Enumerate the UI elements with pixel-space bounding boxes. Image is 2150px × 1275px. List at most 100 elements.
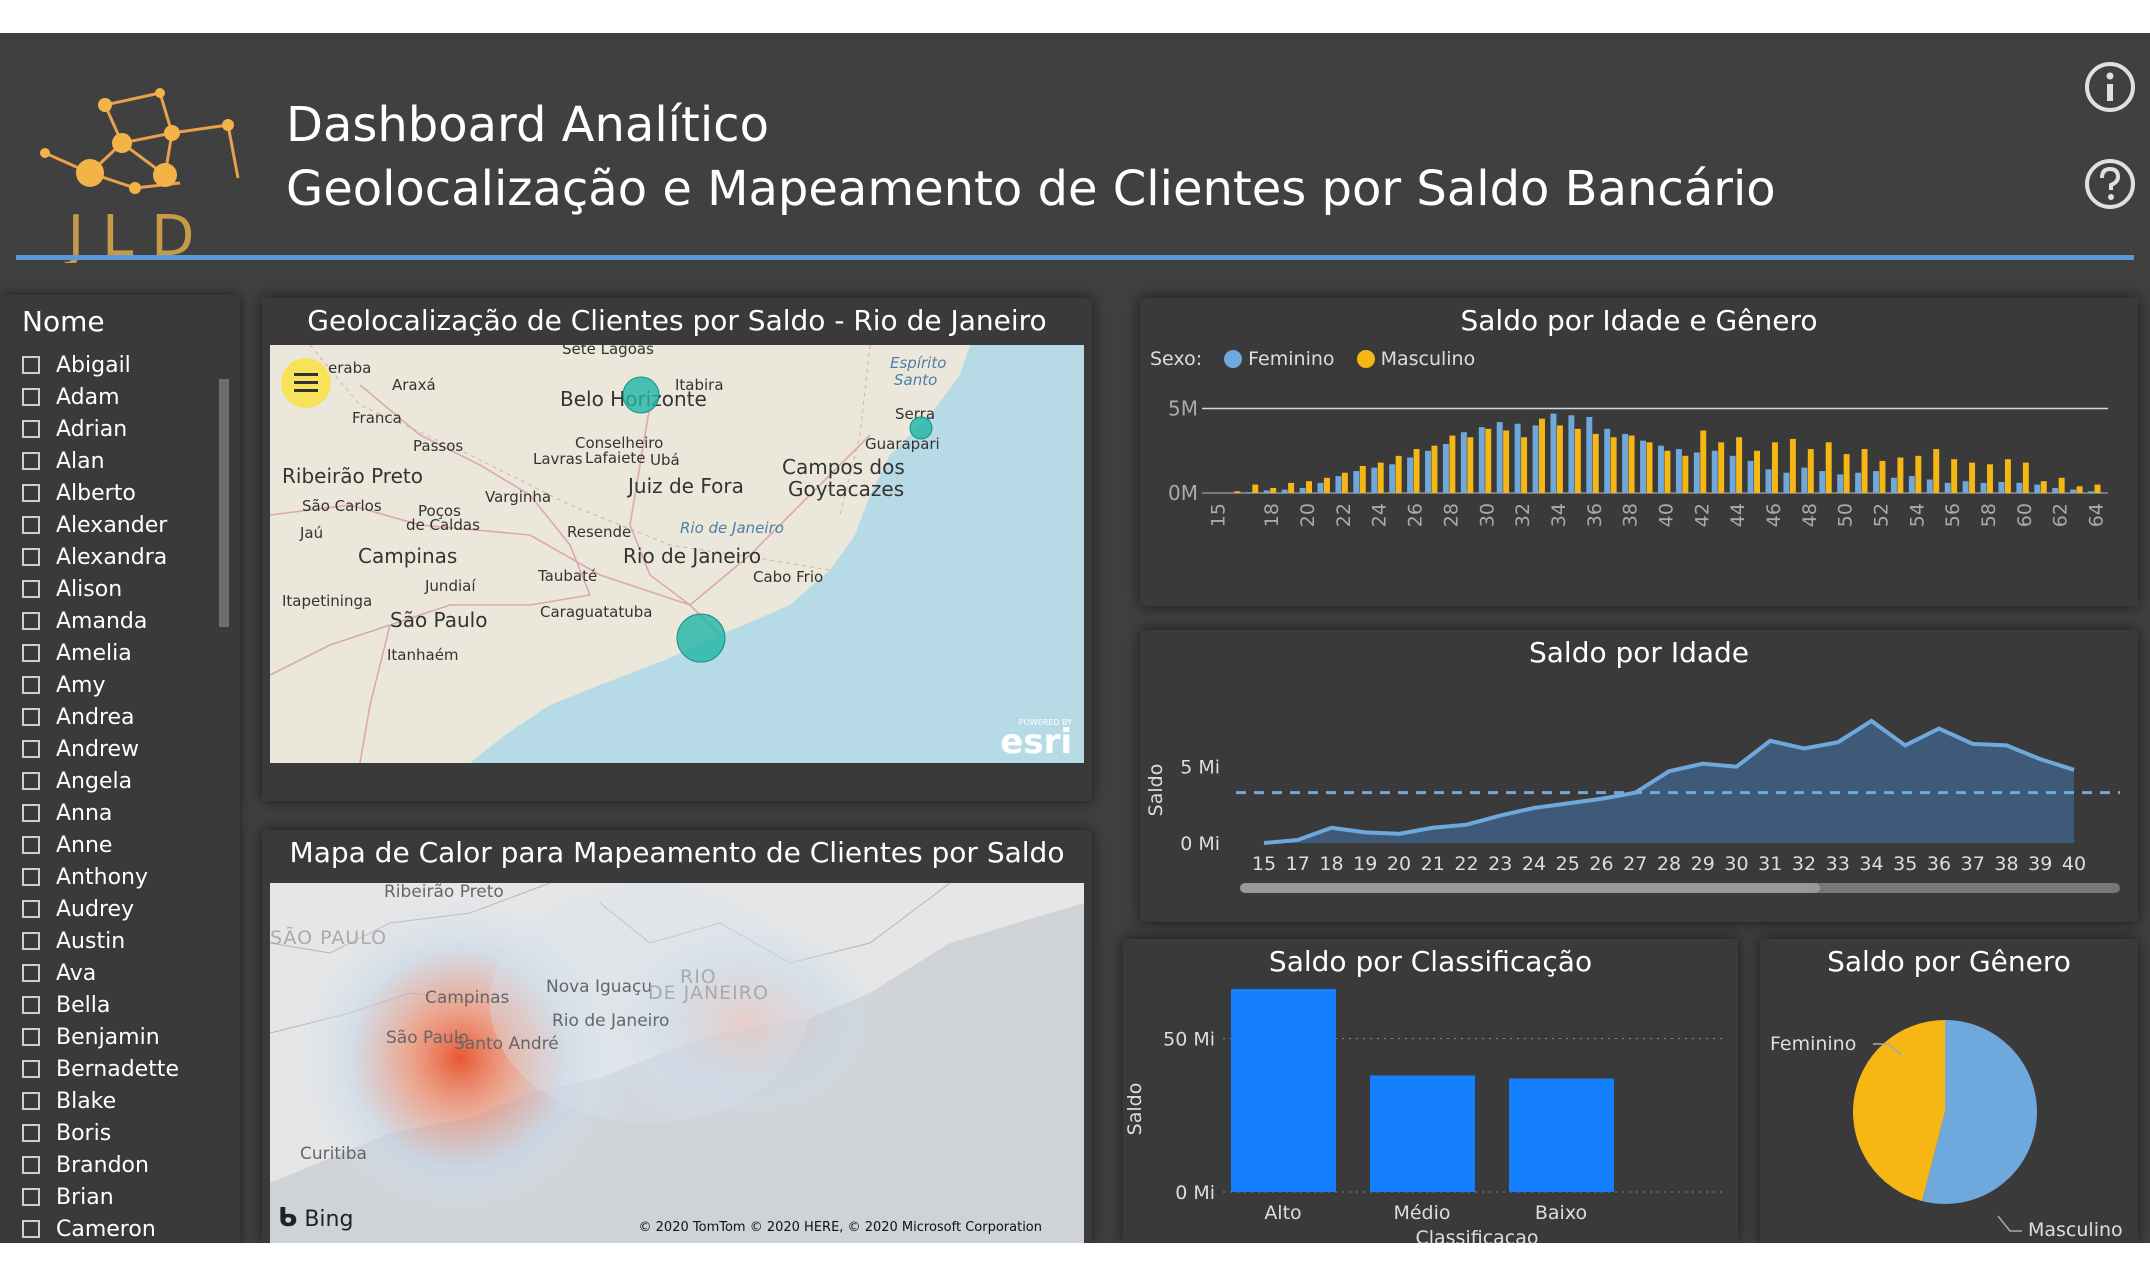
checkbox[interactable] — [22, 388, 40, 406]
x-tick-label: 22 — [1454, 853, 1478, 875]
x-tick-label: 29 — [1691, 853, 1715, 875]
checkbox[interactable] — [22, 484, 40, 502]
bar-feminino — [1586, 416, 1593, 493]
slicer-item[interactable]: Audrey — [22, 893, 222, 925]
slicer-item[interactable]: Bella — [22, 989, 222, 1021]
slicer-item[interactable]: Andrea — [22, 701, 222, 733]
slicer-item[interactable]: Amelia — [22, 637, 222, 669]
slicer-item[interactable]: Blake — [22, 1085, 222, 1117]
checkbox[interactable] — [22, 516, 40, 534]
slicer-item[interactable]: Benjamin — [22, 1021, 222, 1053]
slicer-item-label: Adam — [56, 384, 120, 410]
dashboard-subtitle: Geolocalização e Mapeamento de Clientes … — [286, 161, 1776, 217]
checkbox[interactable] — [22, 1060, 40, 1078]
checkbox[interactable] — [22, 964, 40, 982]
chart-gender-title: Saldo por Gênero — [1827, 945, 2071, 978]
info-icon[interactable] — [2084, 61, 2136, 113]
x-tick-label: 32 — [1512, 503, 1534, 527]
checkbox[interactable] — [22, 868, 40, 886]
checkbox[interactable] — [22, 740, 40, 758]
checkbox[interactable] — [22, 644, 40, 662]
slicer-item[interactable]: Brandon — [22, 1149, 222, 1181]
slicer-item[interactable]: Anna — [22, 797, 222, 829]
checkbox[interactable] — [22, 836, 40, 854]
bar-masculino — [2058, 477, 2065, 493]
checkbox[interactable] — [22, 548, 40, 566]
checkbox[interactable] — [22, 580, 40, 598]
chart-class-title: Saldo por Classificação — [1268, 945, 1593, 978]
x-axis-label: Classificacao — [1415, 1227, 1538, 1243]
checkbox[interactable] — [22, 1188, 40, 1206]
map-place-label: Franca — [352, 409, 402, 427]
map-place-label: Araxá — [392, 376, 436, 394]
chart-gender: Feminino Masculino — [1770, 1020, 2123, 1241]
slicer-item[interactable]: Alan — [22, 445, 222, 477]
slicer-item[interactable]: Brian — [22, 1181, 222, 1213]
bar-feminino — [1407, 457, 1414, 493]
checkbox[interactable] — [22, 932, 40, 950]
geolocation-map[interactable]: Sete Lagoas eraba Araxá Itabira Espírito Sant… — [270, 345, 1084, 763]
slicer-item[interactable]: Ava — [22, 957, 222, 989]
slicer-item[interactable]: Adam — [22, 381, 222, 413]
slicer-item[interactable]: Austin — [22, 925, 222, 957]
checkbox[interactable] — [22, 1156, 40, 1174]
checkbox[interactable] — [22, 612, 40, 630]
y-tick-label: 50 Mi — [1163, 1029, 1215, 1051]
checkbox[interactable] — [22, 708, 40, 726]
checkbox[interactable] — [22, 676, 40, 694]
x-tick-label: 54 — [1906, 503, 1928, 527]
checkbox[interactable] — [22, 1028, 40, 1046]
pie-slice-feminino — [1853, 1020, 1945, 1202]
bar-masculino — [1503, 430, 1510, 493]
slicer-item[interactable]: Anne — [22, 829, 222, 861]
slicer-item[interactable]: Amy — [22, 669, 222, 701]
bar-feminino — [1442, 444, 1449, 493]
slicer-item[interactable]: Bernadette — [22, 1053, 222, 1085]
bar-masculino — [1987, 464, 1993, 493]
map-menu-icon[interactable] — [280, 357, 332, 409]
checkbox[interactable] — [22, 804, 40, 822]
slicer-item[interactable]: Alexander — [22, 509, 222, 541]
x-tick-label: 20 — [1387, 853, 1411, 875]
y-tick-label: 5M — [1168, 397, 1198, 421]
slicer-item[interactable]: Alison — [22, 573, 222, 605]
bar-masculino — [1341, 472, 1348, 493]
slicer-item[interactable]: Boris — [22, 1117, 222, 1149]
bar-masculino — [1610, 437, 1617, 493]
checkbox[interactable] — [22, 996, 40, 1014]
checkbox[interactable] — [22, 900, 40, 918]
slicer-item[interactable]: Cameron — [22, 1213, 222, 1243]
map-place-label: Sete Lagoas — [562, 345, 654, 358]
checkbox[interactable] — [22, 356, 40, 374]
checkbox[interactable] — [22, 420, 40, 438]
slicer-item[interactable]: Alberto — [22, 477, 222, 509]
slicer-item-label: Ava — [56, 960, 97, 986]
checkbox[interactable] — [22, 452, 40, 470]
slicer-item[interactable]: Anthony — [22, 861, 222, 893]
heat-map[interactable]: Ribeirão Preto SÃO PAULO Campinas Nova Igua… — [270, 883, 1084, 1243]
checkbox[interactable] — [22, 1220, 40, 1238]
slicer-scrollbar[interactable] — [219, 379, 229, 627]
slicer-item[interactable]: Abigail — [22, 349, 222, 381]
y-tick-label: 0M — [1168, 481, 1198, 505]
map-place-label: de Caldas — [406, 516, 480, 534]
pie-leader-masculino — [1997, 1215, 2022, 1232]
checkbox[interactable] — [22, 1124, 40, 1142]
x-tick-label: 34 — [1548, 503, 1570, 527]
help-icon[interactable] — [2084, 158, 2136, 210]
slicer-item[interactable]: Angela — [22, 765, 222, 797]
slicer-item-label: Boris — [56, 1120, 112, 1146]
checkbox[interactable] — [22, 1092, 40, 1110]
slicer-item[interactable]: Amanda — [22, 605, 222, 637]
slicer-item[interactable]: Alexandra — [22, 541, 222, 573]
slicer-item[interactable]: Andrew — [22, 733, 222, 765]
slicer-item-label: Benjamin — [56, 1024, 160, 1050]
map-place-label: Lafaiete — [585, 449, 646, 467]
bar-masculino — [1574, 428, 1581, 493]
x-tick-label: 34 — [1859, 853, 1883, 875]
bar-masculino — [1861, 449, 1868, 493]
x-tick-label: 38 — [1620, 503, 1642, 527]
bar-feminino — [1496, 422, 1503, 493]
checkbox[interactable] — [22, 772, 40, 790]
slicer-item[interactable]: Adrian — [22, 413, 222, 445]
